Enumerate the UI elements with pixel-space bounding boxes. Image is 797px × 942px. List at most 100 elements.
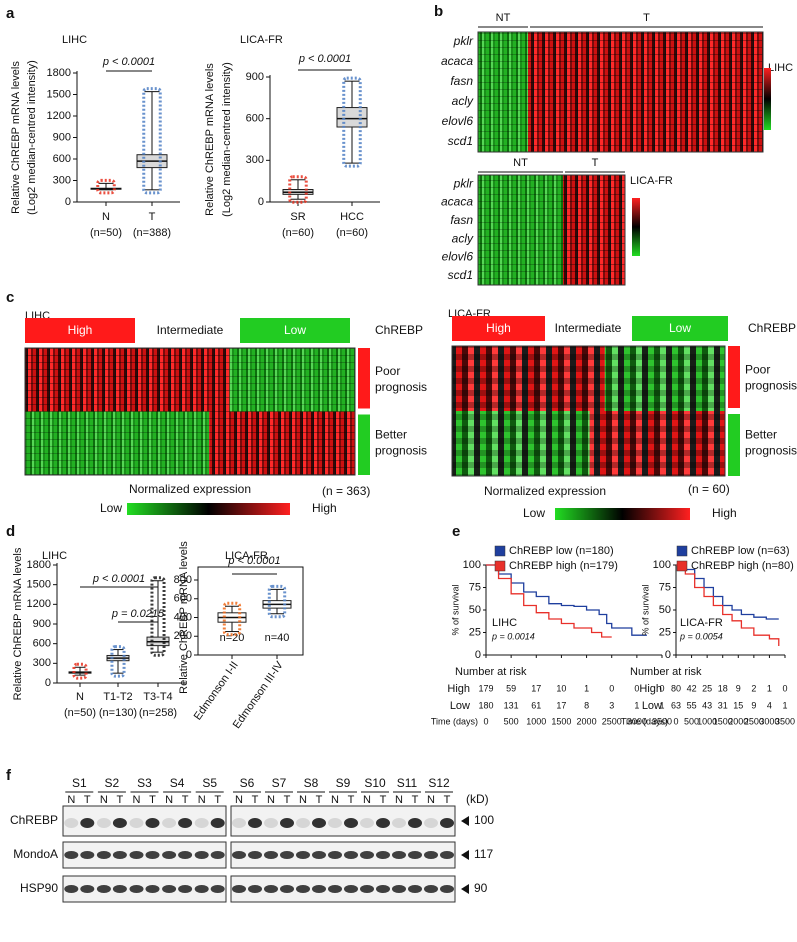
group-label: T (643, 12, 650, 24)
lane-label: T (380, 794, 387, 806)
blot-band (112, 818, 127, 828)
blot-band (96, 818, 111, 828)
y-axis-label: Relative ChREBP mRNA levels (12, 547, 24, 700)
y-tick-label: 100 (653, 559, 671, 571)
group-label: Intermediate (555, 321, 622, 335)
blot-band (360, 818, 374, 828)
p-value: p = 0.0215 (111, 608, 165, 620)
blot-band (248, 885, 262, 893)
x-tick-label: 3000 (759, 716, 779, 726)
group-title: ChREBP (748, 321, 796, 335)
legend-swatch (494, 560, 506, 572)
risk-count: 9 (751, 700, 756, 710)
y-tick-label: 25 (469, 626, 481, 638)
risk-title: Number at risk (455, 666, 527, 678)
group-size: (n=60) (336, 227, 368, 239)
y-tick-label: 600 (246, 113, 264, 125)
blot-band (64, 885, 79, 893)
prognosis-bar (728, 346, 740, 408)
risk-count: 1 (767, 683, 772, 693)
sample-label: S10 (364, 776, 386, 790)
x-tick-label: 500 (684, 716, 699, 726)
chart-title: LIHC (42, 550, 67, 562)
blot-band (210, 885, 225, 893)
y-tick-label: 0 (186, 649, 192, 661)
risk-count: 1 (782, 700, 787, 710)
group-bar (452, 316, 545, 341)
heatmap-border (477, 31, 764, 153)
blot-band (312, 851, 326, 859)
scale-end: Low (523, 506, 545, 520)
risk-count: 1 (659, 700, 664, 710)
gene-label: scd1 (448, 134, 473, 148)
legend-label: ChREBP high (n=179) (509, 560, 618, 572)
x-tick-label: 3000 (627, 716, 647, 726)
blot-band (264, 818, 278, 828)
heatmap-title: LIHC (768, 62, 793, 74)
prognosis-label: Poor (375, 364, 400, 378)
blot-band (232, 851, 246, 859)
group-size: (n=50) (90, 227, 122, 239)
blot-band (312, 818, 326, 828)
p-value: p < 0.0001 (227, 555, 280, 567)
blot-band (376, 851, 390, 859)
blot-band (360, 885, 374, 893)
y-tick-label: 300 (53, 174, 71, 186)
box (336, 107, 368, 128)
group-size: (n=130) (99, 707, 137, 719)
risk-count: 8 (584, 700, 589, 710)
gene-label: elovl6 (442, 114, 474, 128)
blot-band (210, 851, 225, 859)
blot-band (210, 818, 225, 828)
y-tick-label: 1200 (47, 110, 71, 122)
group-size: (n=258) (139, 707, 177, 719)
y-tick-label: 0 (475, 649, 481, 661)
color-scale (764, 68, 771, 130)
risk-count: 1 (634, 700, 639, 710)
lane-label: N (198, 794, 206, 806)
risk-count: 61 (531, 700, 541, 710)
x-tick-label: 3500 (775, 716, 795, 726)
blot-band (376, 818, 390, 828)
lane-label: N (67, 794, 75, 806)
blot-band (194, 885, 209, 893)
heatmap-block (229, 348, 355, 412)
risk-count: 25 (702, 683, 712, 693)
y-tick-label: 0 (665, 649, 671, 661)
group-size: (n=50) (64, 707, 96, 719)
blot-band (296, 818, 310, 828)
x-tick-label: 1000 (697, 716, 717, 726)
x-tick-label: T (149, 211, 156, 223)
blot-band (280, 818, 294, 828)
y-tick-label: 800 (174, 574, 192, 586)
blot-band (145, 818, 160, 828)
gene-label: acly (452, 94, 474, 108)
y-tick-label: 75 (659, 581, 671, 593)
blot-band (392, 818, 406, 828)
data-points (142, 87, 162, 195)
risk-count: 0 (609, 683, 614, 693)
heatmap-block (209, 411, 355, 475)
x-tick-label: 2500 (744, 716, 764, 726)
blot-band (232, 885, 246, 893)
heatmap-border (477, 174, 626, 286)
y-tick-label: 1500 (47, 88, 71, 100)
blot-band (408, 818, 422, 828)
risk-count: 180 (478, 700, 493, 710)
y-tick-label: 600 (174, 593, 192, 605)
y-tick-label: 100 (463, 559, 481, 571)
blot-band (112, 885, 127, 893)
blot-band (80, 885, 95, 893)
survival-curve (676, 564, 780, 646)
lane-label: T (252, 794, 259, 806)
risk-count: 2 (751, 683, 756, 693)
lane-label: N (267, 794, 275, 806)
blot-band (280, 885, 294, 893)
y-tick-label: 50 (469, 604, 481, 616)
group-label: High (486, 321, 511, 335)
risk-count: 0 (782, 683, 787, 693)
sample-label: S8 (304, 776, 319, 790)
data-points (72, 662, 88, 680)
heatmap-tumour (563, 175, 625, 285)
blot-band (280, 851, 294, 859)
